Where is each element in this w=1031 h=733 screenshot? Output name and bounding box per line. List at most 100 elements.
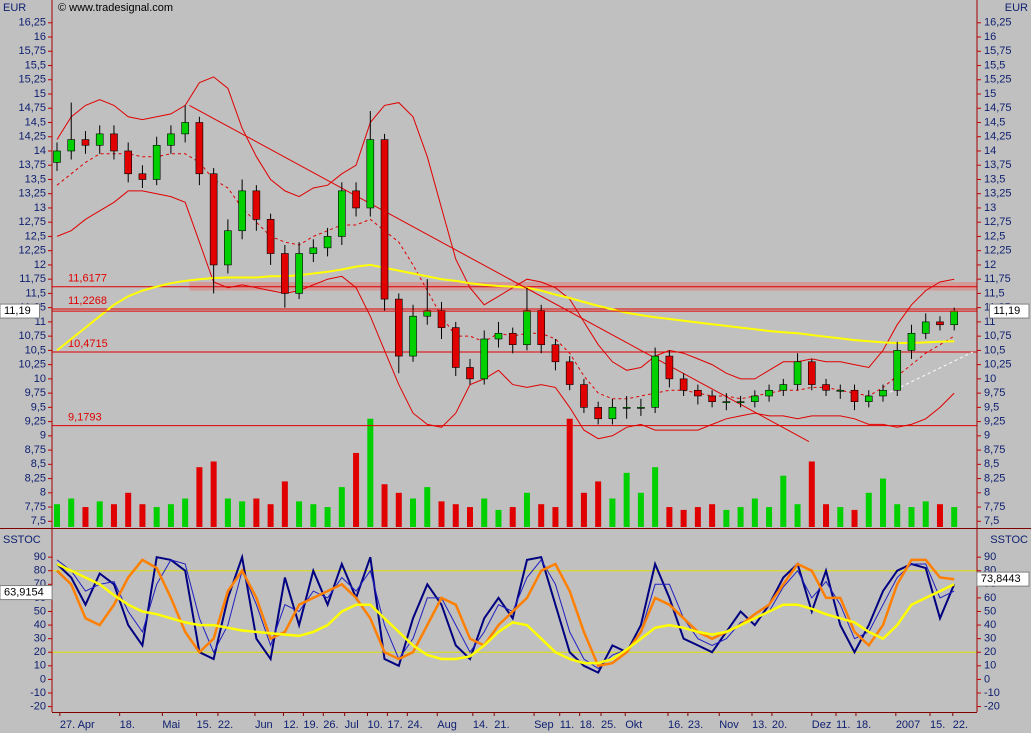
volume-bar: [196, 467, 203, 527]
volume-bar: [253, 498, 260, 527]
y-tick-label: -10: [984, 687, 1000, 699]
y-tick-label: 90: [984, 551, 996, 563]
candle-body: [209, 173, 218, 266]
x-tick-label: 15.: [197, 719, 212, 731]
x-tick-label: Aug: [437, 719, 457, 731]
volume-bar: [495, 509, 502, 527]
y-tick-label: 10,25: [18, 359, 46, 371]
volume-bar: [936, 504, 943, 527]
x-tick-label: 25.: [601, 719, 616, 731]
candle-body: [708, 395, 716, 402]
volume-bar: [53, 504, 60, 527]
y-tick-label: 60: [984, 592, 996, 604]
volume-bar: [666, 507, 673, 527]
y-tick-label: 12: [34, 259, 46, 271]
x-tick-label: Sep: [534, 719, 554, 731]
x-tick-label: 11.: [560, 719, 574, 731]
y-tick-label: 11,5: [984, 287, 1005, 299]
candle-body: [437, 310, 446, 328]
y-tick-label: 15,5: [25, 59, 46, 71]
y-tick-label: 12,5: [25, 230, 46, 242]
candle-body: [807, 361, 816, 385]
volume-bar: [224, 498, 231, 527]
candle-body: [423, 310, 432, 317]
y-tick-label: 9,75: [25, 387, 46, 399]
volume-bar: [951, 507, 958, 527]
candle-body: [224, 230, 232, 266]
x-tick-label: Mai: [162, 719, 180, 731]
candle-body: [494, 332, 503, 340]
y-tick-label: 12,75: [18, 216, 46, 228]
candle-body: [81, 139, 90, 146]
y-tick-label: 7,75: [984, 501, 1005, 513]
volume-bar: [353, 452, 360, 527]
y-tick-label: 15,75: [18, 45, 46, 57]
candle-body: [864, 395, 873, 402]
trendline: [189, 104, 810, 442]
trendline: [884, 351, 973, 396]
x-tick-label: 15.: [930, 719, 945, 731]
volume-bar: [110, 504, 117, 527]
candle-body: [53, 150, 61, 163]
x-tick-label: 23.: [688, 719, 703, 731]
last-value-box: [0, 585, 53, 601]
x-tick-label: 11.: [836, 719, 850, 731]
candle-body: [138, 173, 147, 180]
volume-bar: [424, 487, 431, 527]
level-label: 11,6177: [68, 273, 107, 285]
level-label: 11,2268: [68, 295, 107, 307]
candle-body: [523, 310, 531, 345]
y-tick-label: 11,75: [984, 273, 1011, 285]
y-tick-label: 10,75: [18, 330, 46, 342]
osc-axis-label: SSTOC: [990, 534, 1028, 546]
volume-bar: [623, 472, 630, 527]
x-tick-label: 12.: [283, 719, 298, 731]
volume-bar: [894, 504, 901, 527]
candle-body: [850, 389, 859, 402]
y-tick-label: 14,5: [25, 116, 46, 128]
candle-body: [950, 310, 959, 326]
y-tick-label: 13,5: [984, 173, 1005, 185]
y-tick-label: 50: [984, 605, 996, 617]
candle-body: [665, 355, 674, 380]
x-tick-label: 22.: [953, 719, 968, 731]
osc-axis-label: SSTOC: [3, 534, 41, 546]
candle-body: [195, 122, 204, 175]
candle-body: [95, 133, 104, 146]
candle-body: [722, 401, 731, 403]
last-value-box: [976, 571, 1030, 587]
candle-body: [394, 298, 403, 357]
last-value-label: 11,19: [4, 305, 31, 317]
candle-body: [480, 338, 489, 380]
x-tick-label: 16.: [668, 719, 683, 731]
candle-body: [152, 144, 161, 180]
volume-bar: [766, 507, 773, 527]
y-tick-label: 10: [984, 660, 996, 672]
volume-bar: [96, 501, 103, 527]
y-tick-label: 9: [40, 430, 46, 442]
x-tick-label: 24.: [407, 719, 422, 731]
candle-body: [409, 315, 417, 357]
y-tick-label: 12,25: [984, 245, 1012, 257]
volume-bar: [139, 504, 146, 527]
y-tick-label: 12: [984, 259, 996, 271]
candle-body: [281, 253, 289, 294]
price-plot: 11,6177 11,2268 10,4715 9,1793: [52, 76, 977, 527]
volume-bar: [210, 461, 217, 527]
y-tick-label: -10: [30, 687, 46, 699]
volume-bar: [82, 507, 89, 527]
y-tick-label: 10: [984, 373, 996, 385]
candle-body: [238, 190, 246, 232]
indicator-line: [56, 190, 955, 440]
volume-bar: [794, 504, 801, 527]
volume-bar: [310, 504, 317, 527]
candle-body: [67, 139, 76, 152]
volume-bar: [481, 498, 488, 527]
y-tick-label: 8: [40, 487, 46, 499]
volume-bar: [68, 498, 75, 527]
y-tick-label: 14: [34, 145, 46, 157]
volume-bar: [296, 501, 303, 527]
candle-body: [637, 407, 645, 409]
volume-bar: [281, 481, 288, 527]
